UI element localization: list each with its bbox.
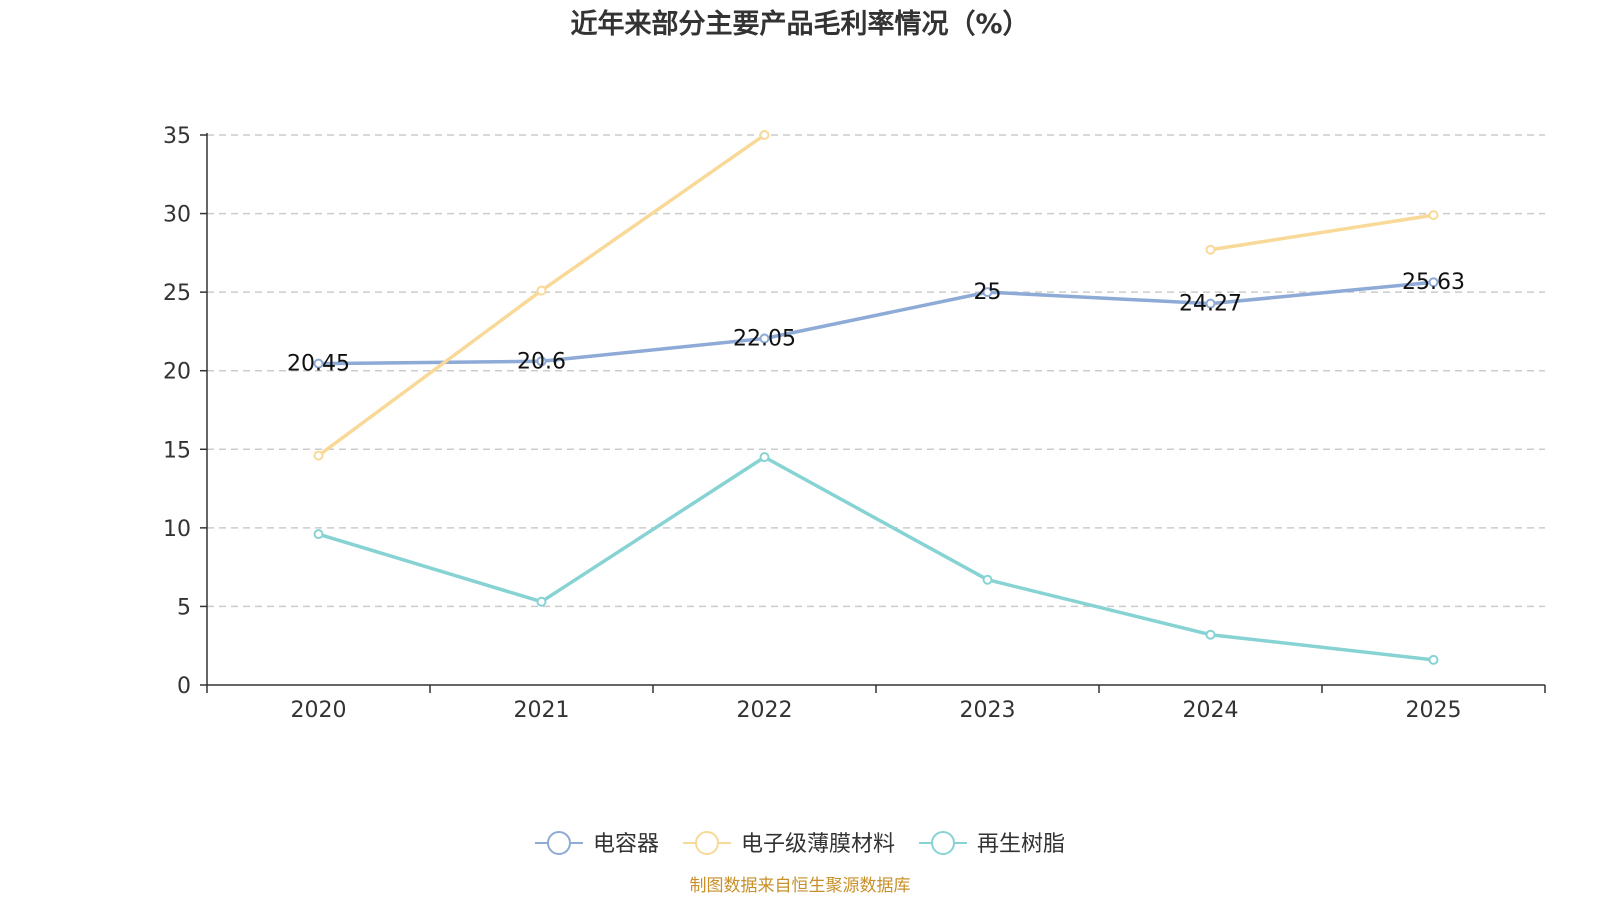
grid-lines (207, 134, 1545, 608)
legend-marker-icon (694, 831, 719, 855)
x-tick-label: 2023 (960, 698, 1016, 723)
data-point (1428, 210, 1439, 221)
x-tick-label: 2021 (514, 698, 570, 723)
series-line (316, 280, 1436, 366)
series-1 (313, 277, 1439, 369)
x-tick-label: 2022 (737, 698, 793, 723)
data-labels: 20.45 20.6 22.05 25 24.27 25.63 (287, 270, 1465, 376)
y-tick-label: 30 (163, 203, 191, 228)
data-point (536, 596, 547, 607)
data-label: 22.05 (733, 327, 796, 352)
legend-label: 电子级薄膜材料 (741, 832, 895, 857)
y-tick-label: 20 (163, 360, 191, 385)
data-label: 25.63 (1402, 270, 1465, 295)
data-point (536, 285, 547, 296)
data-point (759, 452, 770, 463)
data-point (1428, 277, 1439, 288)
data-point (982, 287, 993, 298)
x-tick-label: 2025 (1406, 698, 1462, 723)
chart-title: 近年来部分主要产品毛利率情况（%） (570, 8, 1029, 40)
series-line (316, 455, 1436, 662)
legend-item-1[interactable]: 电容器 (534, 831, 659, 857)
y-tick-label: 0 (177, 674, 191, 699)
series-lines (313, 130, 1439, 665)
data-point (982, 574, 993, 585)
legend[interactable]: 电容器 电子级薄膜材料 再生树脂 (534, 831, 1065, 857)
y-tick-label: 25 (163, 281, 191, 306)
data-point (1205, 298, 1216, 309)
series-2 (313, 130, 1439, 461)
x-tick-label: 2020 (291, 698, 347, 723)
data-label: 20.45 (287, 352, 350, 377)
data-point (759, 130, 770, 140)
data-label: 20.6 (517, 349, 566, 374)
legend-item-2[interactable]: 电子级薄膜材料 (682, 831, 895, 857)
data-point (313, 529, 324, 540)
y-tick-label: 5 (177, 595, 191, 620)
data-point (536, 356, 547, 367)
data-label: 25 (974, 280, 1002, 305)
legend-item-3[interactable]: 再生树脂 (919, 831, 1065, 857)
legend-label: 再生树脂 (977, 832, 1065, 857)
x-tick-label: 2024 (1183, 698, 1239, 723)
series-line (1208, 213, 1436, 252)
data-point (759, 333, 770, 344)
legend-marker-icon (931, 831, 956, 855)
y-tick-label: 15 (163, 438, 191, 463)
source-note: 制图数据来自恒生聚源数据库 (690, 876, 911, 896)
data-point (313, 358, 324, 369)
data-point (313, 450, 324, 461)
legend-marker-icon (546, 831, 571, 855)
series-3 (313, 452, 1439, 665)
data-point (1428, 654, 1439, 665)
data-point (1205, 244, 1216, 255)
y-tick-label: 35 (163, 124, 191, 149)
y-tick-label: 10 (163, 517, 191, 542)
legend-label: 电容器 (593, 832, 659, 857)
data-label: 24.27 (1179, 292, 1242, 317)
data-point (1205, 629, 1216, 640)
